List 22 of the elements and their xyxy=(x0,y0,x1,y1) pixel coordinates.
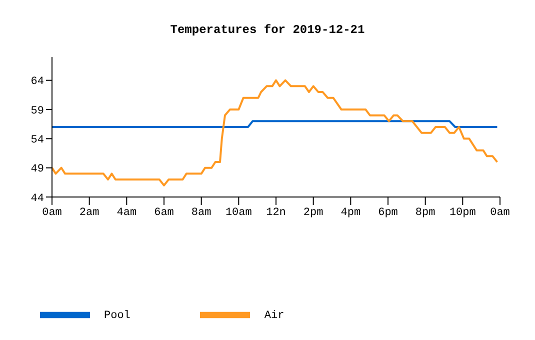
x-tick-label: 0am xyxy=(42,206,62,219)
x-tick-label: 8pm xyxy=(415,206,436,219)
x-tick-label: 10pm xyxy=(449,206,476,219)
x-tick-label: 6am xyxy=(154,206,174,219)
x-tick-label: 12n xyxy=(266,206,286,219)
x-tick-label: 4am xyxy=(116,206,137,219)
y-tick-label: 44 xyxy=(30,192,44,205)
legend-label: Pool xyxy=(104,310,130,322)
legend-label: Air xyxy=(264,310,284,322)
x-tick-label: 4pm xyxy=(340,206,361,219)
y-tick-label: 54 xyxy=(30,134,44,147)
x-tick-label: 6pm xyxy=(378,206,398,219)
x-tick-label: 8am xyxy=(191,206,212,219)
x-tick-label: 10am xyxy=(225,206,252,219)
y-tick-label: 49 xyxy=(30,164,44,176)
y-tick-label: 59 xyxy=(30,105,44,118)
y-tick-label: 64 xyxy=(30,76,44,88)
line-series xyxy=(52,79,498,186)
x-tick-label: 2pm xyxy=(303,206,324,219)
x-tick-label: 2am xyxy=(79,206,100,219)
chart-title: Temperatures for 2019-12-21 xyxy=(169,23,366,37)
x-tick-label: 0am xyxy=(490,206,510,219)
